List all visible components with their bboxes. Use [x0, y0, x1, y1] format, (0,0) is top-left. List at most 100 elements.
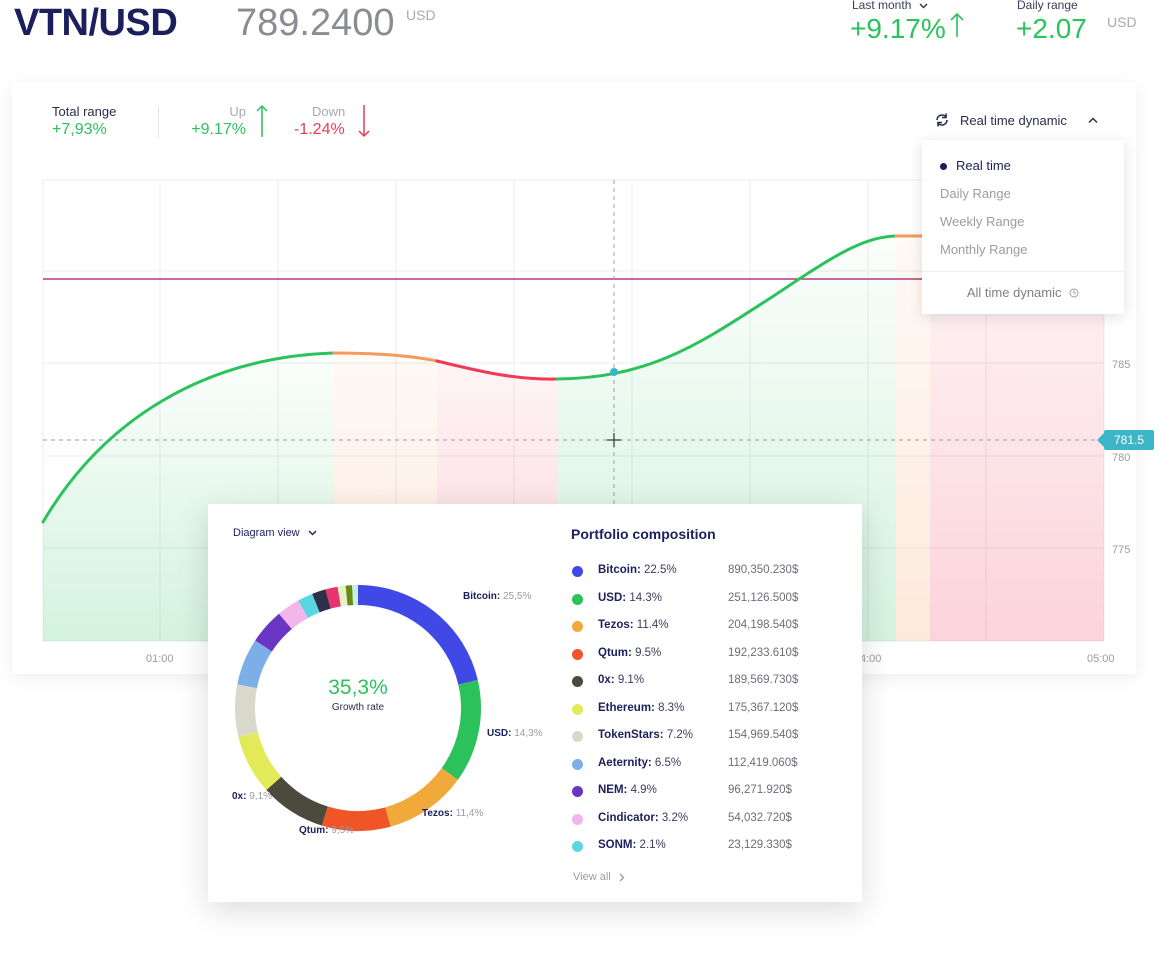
- donut-slice[interactable]: [385, 767, 458, 827]
- donut-slice[interactable]: [255, 613, 293, 652]
- donut-slice[interactable]: [279, 600, 309, 630]
- asset-percent: 2.1%: [639, 839, 666, 851]
- legend-item[interactable]: 0x: 9.1% 189,569.730$: [572, 674, 842, 702]
- view-all-label: View all: [573, 871, 611, 883]
- range-dropdown: Real time Daily Range Weekly Range Month…: [922, 140, 1124, 314]
- chevron-down-icon: [308, 530, 317, 536]
- segment-value: 11,4%: [455, 808, 484, 819]
- dropdown-item-daily-range[interactable]: Daily Range: [940, 186, 1011, 201]
- asset-name: Ethereum:: [598, 701, 655, 714]
- legend-item[interactable]: Bitcoin: 22.5% 890,350.230$: [572, 564, 842, 592]
- segment-label-tezos: Tezos: 11,4%: [422, 808, 483, 819]
- segment-value: 9,5%: [331, 825, 355, 836]
- donut-slice[interactable]: [266, 776, 329, 826]
- dropdown-item-monthly-range[interactable]: Monthly Range: [940, 242, 1028, 257]
- asset-percent: 8.3%: [658, 701, 685, 714]
- legend-color-dot: [572, 731, 583, 742]
- current-price-tag: 781.5: [1097, 430, 1154, 450]
- legend-item[interactable]: Tezos: 11.4% 204,198.540$: [572, 619, 842, 647]
- down-range: Down -1.24%: [294, 104, 345, 139]
- asset-name: SONM:: [598, 839, 637, 851]
- selector-label: Real time dynamic: [960, 112, 1067, 128]
- asset-percent: 9.5%: [635, 646, 662, 659]
- legend-asset-name: 0x: 9.1%: [598, 674, 644, 686]
- asset-amount: 204,198.540$: [728, 619, 799, 631]
- segment-name: Qtum:: [299, 825, 329, 836]
- donut-slice[interactable]: [325, 586, 342, 609]
- legend-item[interactable]: Cindicator: 3.2% 54,032.720$: [572, 812, 842, 840]
- up-value: +9.17%: [191, 121, 246, 138]
- donut-slice[interactable]: [298, 593, 320, 619]
- legend-color-dot: [572, 648, 583, 660]
- legend-color-dot: [572, 841, 583, 852]
- donut-slice[interactable]: [441, 680, 481, 780]
- donut-slice[interactable]: [235, 684, 258, 737]
- asset-percent: 3.2%: [661, 811, 689, 824]
- all-time-dynamic-button[interactable]: All time dynamic: [922, 285, 1124, 300]
- segment-label-0x: 0x: 9,1%: [232, 791, 272, 802]
- price-unit: USD: [406, 7, 436, 23]
- dynamic-range-selector[interactable]: Real time dynamic: [934, 112, 1099, 128]
- donut-slice[interactable]: [337, 585, 348, 607]
- refresh-icon: [936, 113, 948, 127]
- legend-color-dot: [572, 566, 583, 577]
- legend-item[interactable]: Qtum: 9.5% 192,233.610$: [572, 647, 842, 675]
- legend-color-dot: [572, 593, 583, 605]
- legend-item[interactable]: Aeternity: 6.5% 112,419.060$: [572, 757, 842, 785]
- hover-point[interactable]: [610, 368, 618, 376]
- total-range-value: +7,93%: [52, 121, 107, 138]
- all-time-label: All time dynamic: [966, 285, 1062, 300]
- clock-icon: [1069, 288, 1079, 298]
- segment-label-usd: USD: 14,3%: [487, 728, 543, 739]
- asset-percent: 6.5%: [654, 756, 682, 769]
- asset-amount: 890,350.230$: [728, 564, 799, 576]
- legend-color-dot: [572, 758, 583, 770]
- asset-amount: 54,032.720$: [728, 811, 792, 824]
- last-month-label: Last month: [852, 0, 912, 12]
- growth-rate-label: Growth rate: [331, 702, 385, 713]
- legend-item[interactable]: USD: 14.3% 251,126.500$: [572, 592, 842, 620]
- x-tick-label: 05:00: [1087, 653, 1115, 665]
- diagram-view-dropdown[interactable]: Diagram view: [233, 527, 317, 539]
- last-month-value: +9.17%: [850, 13, 946, 44]
- arrow-down-icon: [358, 105, 370, 138]
- segment-value: 9,1%: [249, 791, 273, 802]
- portfolio-panel: Diagram view 35,3% Growth rate Bitcoin: …: [208, 504, 862, 902]
- asset-name: NEM:: [598, 784, 628, 796]
- legend-item[interactable]: TokenStars: 7.2% 154,969.540$: [572, 729, 842, 757]
- donut-slice[interactable]: [237, 640, 273, 689]
- divider: [158, 106, 159, 138]
- legend-item[interactable]: SONM: 2.1% 23,129.330$: [572, 839, 842, 867]
- chevron-up-icon: [1088, 117, 1098, 124]
- legend-asset-name: Aeternity: 6.5%: [598, 757, 681, 769]
- up-label: Up: [229, 104, 246, 119]
- legend-asset-name: Qtum: 9.5%: [598, 647, 661, 659]
- x-tick-label: 01:00: [146, 653, 174, 665]
- segment-name: Bitcoin:: [463, 591, 501, 602]
- donut-slice[interactable]: [357, 585, 478, 685]
- dropdown-item-real-time[interactable]: Real time: [940, 158, 1011, 173]
- asset-amount: 189,569.730$: [728, 674, 799, 686]
- asset-name: Qtum:: [598, 646, 632, 659]
- arrow-up-icon: [950, 12, 964, 37]
- view-all-link[interactable]: View all: [573, 871, 625, 883]
- legend-item[interactable]: NEM: 4.9% 96,271.920$: [572, 784, 842, 812]
- current-price: 789.2400: [236, 2, 395, 44]
- legend-item[interactable]: Ethereum: 8.3% 175,367.120$: [572, 702, 842, 730]
- up-range: Up +9.17%: [190, 104, 246, 139]
- segment-value: 14,3%: [514, 728, 543, 739]
- segment-value: 25,5%: [503, 591, 532, 602]
- donut-slice[interactable]: [312, 589, 331, 613]
- portfolio-legend: Bitcoin: 22.5% 890,350.230$ USD: 14.3% 251,…: [572, 564, 842, 867]
- daily-range-unit: USD: [1107, 14, 1137, 30]
- portfolio-donut-chart[interactable]: [208, 504, 548, 902]
- last-month-selector[interactable]: Last month: [852, 0, 928, 12]
- arrow-up-icon: [256, 104, 268, 137]
- dropdown-item-weekly-range[interactable]: Weekly Range: [940, 214, 1025, 229]
- asset-name: Cindicator:: [598, 811, 659, 824]
- legend-asset-name: Cindicator: 3.2%: [598, 812, 688, 824]
- donut-slice[interactable]: [238, 731, 282, 791]
- chevron-down-icon: [919, 3, 928, 9]
- donut-slice[interactable]: [321, 806, 391, 831]
- down-value: -1.24%: [294, 121, 345, 138]
